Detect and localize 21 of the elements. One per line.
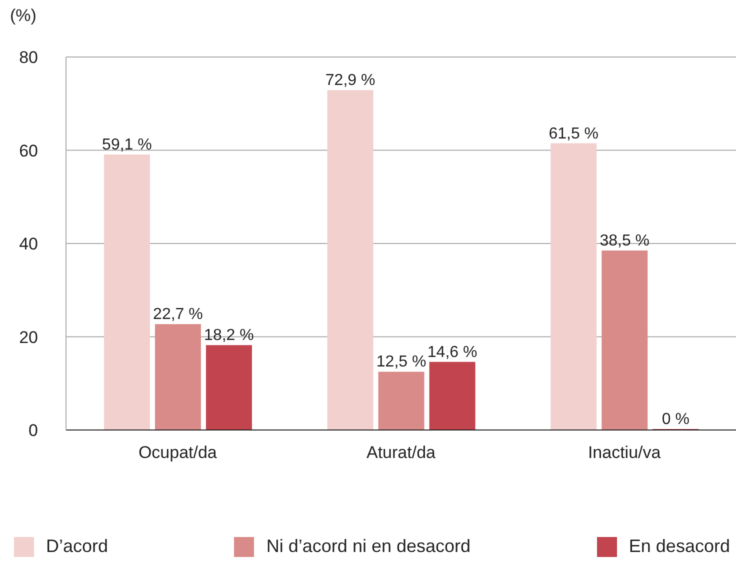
data-label: 14,6 % (427, 344, 478, 361)
y-tick-label: 0 (28, 421, 38, 440)
x-tick-label: Ocupat/da (138, 443, 218, 462)
x-tick-label: Aturat/da (366, 443, 436, 462)
data-label: 12,5 % (376, 354, 426, 371)
y-axis-title: (%) (10, 6, 36, 26)
data-label: 61,5 % (548, 125, 599, 142)
y-tick-label: 60 (19, 141, 38, 160)
data-label: 59,1 % (102, 136, 152, 154)
legend-label: D’acord (46, 536, 108, 557)
data-label: 18,2 % (204, 327, 254, 344)
y-tick-label: 20 (19, 328, 38, 347)
data-label: 38,5 % (600, 232, 650, 250)
x-tick-label: Inactiu/va (588, 443, 662, 462)
data-label: 0 % (662, 411, 690, 428)
legend-label: En desacord (628, 536, 730, 557)
y-tick-label: 80 (19, 48, 38, 68)
data-label: 72,9 % (325, 72, 376, 90)
legend-label: Ni d’acord ni en desacord (266, 536, 471, 557)
y-tick-label: 40 (19, 234, 38, 254)
data-label: 22,7 % (153, 306, 203, 324)
